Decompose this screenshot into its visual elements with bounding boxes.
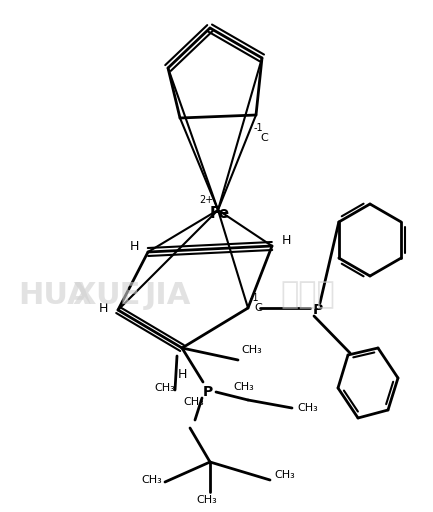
Text: CH₃: CH₃: [297, 403, 318, 413]
Text: CH₃: CH₃: [155, 383, 175, 393]
Text: P: P: [203, 385, 213, 399]
Text: -1: -1: [253, 123, 263, 133]
Text: C: C: [254, 303, 262, 313]
Text: UE: UE: [95, 281, 140, 309]
Text: -1: -1: [249, 293, 259, 303]
Text: CH₃: CH₃: [242, 345, 262, 355]
Text: CH₃: CH₃: [197, 495, 217, 505]
Text: CH₃: CH₃: [234, 382, 254, 392]
Text: H: H: [129, 241, 139, 253]
Text: JIA: JIA: [145, 281, 191, 309]
Text: C: C: [260, 133, 268, 143]
Text: H: H: [98, 302, 108, 314]
Text: HUA: HUA: [18, 281, 91, 309]
Text: CH₃: CH₃: [184, 397, 204, 407]
Text: Fe: Fe: [210, 205, 230, 221]
Text: H: H: [281, 233, 291, 246]
Text: CH₃: CH₃: [275, 470, 295, 480]
Text: CH₃: CH₃: [142, 475, 162, 485]
Text: X: X: [72, 281, 96, 309]
Text: P: P: [313, 303, 323, 317]
Text: H: H: [177, 369, 187, 381]
Text: 2+: 2+: [199, 195, 213, 205]
Text: 化学加: 化学加: [280, 281, 335, 309]
